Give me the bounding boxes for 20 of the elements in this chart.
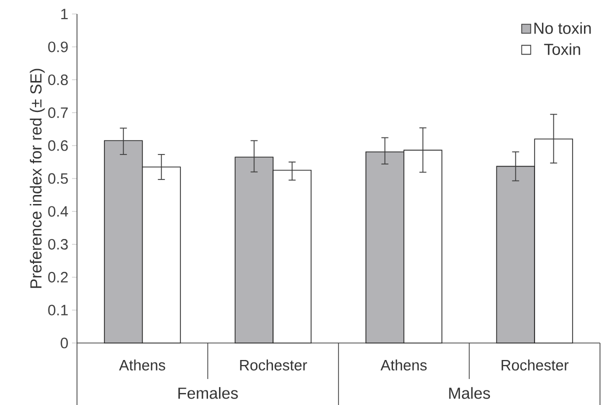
y-tick-label: 0.1 — [48, 304, 68, 316]
text: Females — [178, 386, 238, 399]
y-axis-title: Preference index for red (± SE) — [30, 68, 45, 288]
x-tick-label: Rochester — [240, 359, 308, 370]
legend-label: No toxin — [534, 22, 591, 34]
y-tick-label: 0.4 — [48, 206, 68, 217]
y-tick-label: 1 — [61, 8, 68, 19]
x-tick-label: Athens — [119, 359, 166, 370]
legend-label: Toxin — [544, 43, 580, 55]
y-tick-label: 0.2 — [48, 272, 68, 282]
text: Males — [449, 386, 490, 399]
x-tick-label: Rochester — [502, 359, 569, 370]
y-tick-label: 0.9 — [48, 41, 68, 52]
y-tick-label: 0.8 — [48, 74, 68, 85]
x-tick-label: Athens — [380, 359, 427, 370]
y-tick-label: 0.7 — [48, 107, 68, 118]
y-tick-label: 0.3 — [48, 238, 68, 250]
y-tick-label: 0.5 — [48, 172, 68, 184]
y-tick-label: 0.6 — [48, 140, 68, 151]
y-tick-label: 0 — [60, 337, 68, 348]
